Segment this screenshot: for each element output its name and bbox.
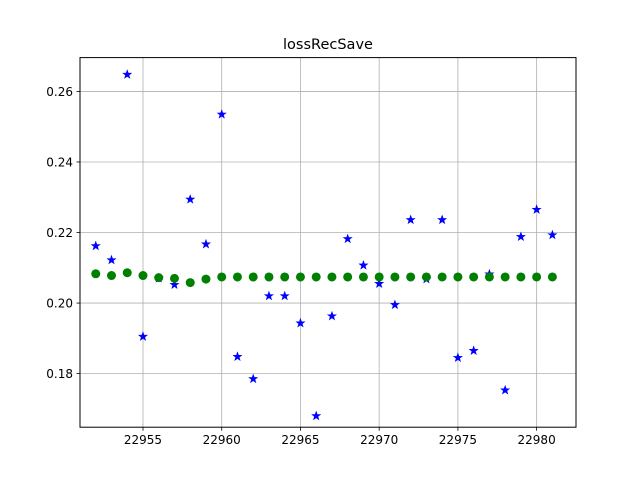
star-data-point: [216, 109, 227, 119]
y-tick-label: 0.18: [46, 367, 73, 381]
y-tick-label: 0.20: [46, 296, 73, 310]
star-data-point: [452, 352, 463, 362]
circle-data-point: [280, 272, 290, 282]
x-tick-label: 22980: [518, 433, 556, 447]
circle-data-point: [484, 272, 494, 282]
star-data-point: [531, 204, 542, 214]
circle-data-point: [390, 272, 400, 282]
x-tick-label: 22955: [124, 433, 162, 447]
star-data-point: [374, 278, 385, 288]
star-data-point: [137, 331, 149, 341]
ticks-layer: 22955 22960 22965 22970 22975 22980 0.18 0.20 0.…: [46, 85, 555, 447]
star-data-point: [389, 299, 400, 310]
plot-area-background: [80, 57, 576, 428]
circle-data-point: [232, 272, 242, 282]
star-data-point: [311, 410, 322, 421]
star-data-point: [342, 233, 353, 244]
circle-data-point: [358, 272, 368, 282]
circle-data-point: [500, 272, 510, 282]
circle-data-point: [185, 278, 195, 288]
star-data-point: [547, 229, 558, 240]
y-tick-label: 0.22: [46, 226, 73, 240]
circle-data-point: [437, 272, 447, 282]
circle-data-point: [106, 271, 116, 281]
star-data-point: [200, 238, 211, 249]
star-data-point: [90, 240, 101, 251]
star-data-point: [468, 345, 479, 355]
circle-data-point: [248, 272, 258, 282]
star-data-point: [326, 310, 337, 321]
star-data-point: [263, 290, 274, 301]
circle-data-point: [201, 274, 211, 284]
chart-title: lossRecSave: [283, 37, 373, 53]
series-2-circle-markers: [91, 268, 557, 288]
star-data-point: [185, 194, 196, 204]
circle-data-point: [453, 272, 463, 282]
star-data-point: [500, 384, 511, 395]
circle-data-point: [343, 272, 353, 282]
x-tick-label: 22960: [203, 433, 241, 447]
x-tick-label: 22970: [360, 433, 398, 447]
star-data-point: [358, 260, 369, 270]
circle-data-point: [122, 268, 132, 278]
circle-data-point: [295, 272, 305, 282]
circle-data-point: [264, 272, 274, 282]
star-data-point: [169, 279, 180, 289]
star-data-point: [279, 290, 290, 301]
series-1-star-markers: [90, 69, 558, 421]
circle-data-point: [469, 272, 479, 282]
star-data-point: [232, 351, 243, 361]
star-data-point: [515, 231, 526, 242]
star-data-point: [122, 69, 133, 79]
circle-data-point: [154, 273, 164, 283]
series-layer: [90, 69, 558, 421]
circle-data-point: [406, 272, 416, 282]
circle-data-point: [327, 272, 337, 282]
plot-frame: [79, 57, 577, 428]
x-tick-label: 22965: [281, 433, 319, 447]
circle-data-point: [547, 272, 557, 282]
circle-data-point: [311, 272, 321, 282]
star-data-point: [295, 317, 306, 328]
circle-data-point: [217, 272, 227, 282]
circle-data-point: [138, 271, 148, 281]
y-tick-label: 0.24: [46, 155, 73, 169]
star-data-point: [405, 214, 416, 225]
circle-data-point: [374, 272, 384, 282]
star-data-point: [106, 254, 117, 265]
star-data-point: [248, 373, 259, 384]
circle-data-point: [169, 273, 179, 283]
grid-layer: [80, 57, 576, 428]
circle-data-point: [516, 272, 526, 282]
circle-data-point: [532, 272, 542, 282]
circle-data-point: [91, 269, 101, 279]
circle-data-point: [421, 272, 431, 282]
star-data-point: [437, 214, 448, 225]
y-tick-label: 0.26: [46, 85, 73, 99]
x-tick-label: 22975: [439, 433, 477, 447]
